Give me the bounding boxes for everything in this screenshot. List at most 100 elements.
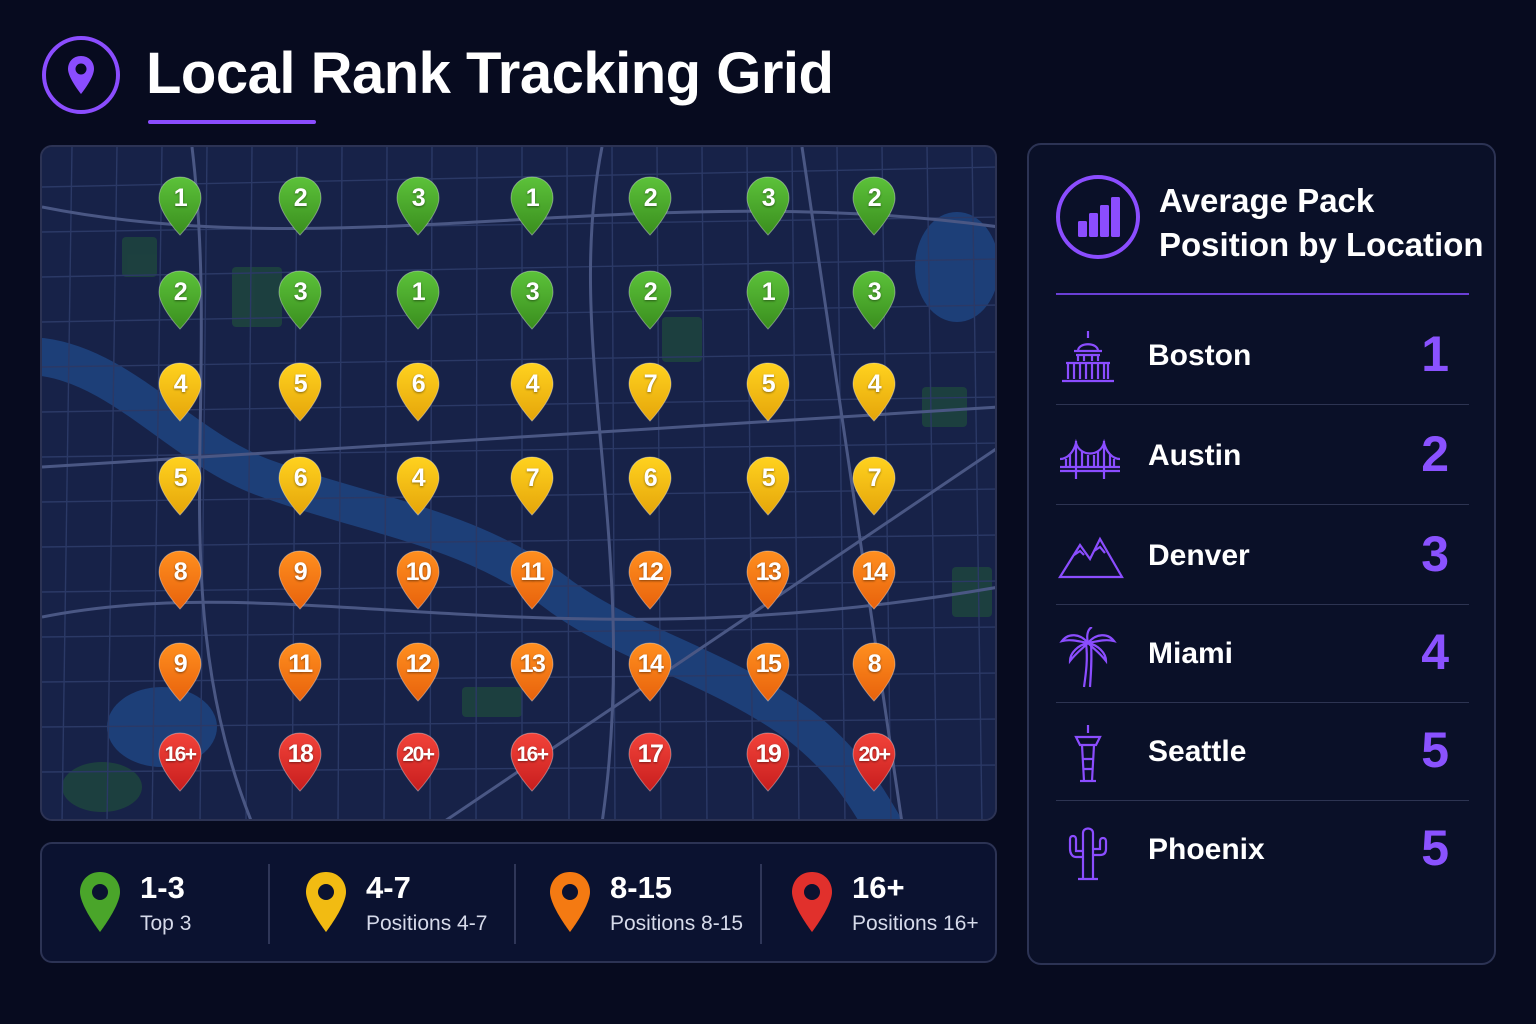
rank-pin[interactable]: 7 <box>851 455 897 517</box>
rank-pin[interactable]: 2 <box>851 175 897 237</box>
rank-pin[interactable]: 6 <box>395 361 441 423</box>
rank-pin[interactable]: 5 <box>745 455 791 517</box>
map-pin-icon <box>510 270 554 330</box>
rank-pin[interactable]: 17 <box>627 731 673 793</box>
rank-pin[interactable]: 3 <box>509 269 555 331</box>
rank-pin[interactable]: 2 <box>277 175 323 237</box>
row-divider <box>1056 404 1469 405</box>
rank-pin[interactable]: 11 <box>277 641 323 703</box>
rank-pin[interactable]: 19 <box>745 731 791 793</box>
rank-value: 6 <box>293 464 308 492</box>
map-pin-icon <box>158 362 202 422</box>
rank-pin[interactable]: 1 <box>745 269 791 331</box>
map-pin-icon <box>158 550 202 610</box>
rank-pin[interactable]: 12 <box>627 549 673 611</box>
rank-pin[interactable]: 5 <box>277 361 323 423</box>
rank-pin[interactable]: 9 <box>277 549 323 611</box>
rank-value: 1 <box>761 278 776 306</box>
rank-pin[interactable]: 13 <box>509 641 555 703</box>
rank-pin[interactable]: 3 <box>277 269 323 331</box>
rank-pin[interactable]: 8 <box>157 549 203 611</box>
rank-pin[interactable]: 14 <box>627 641 673 703</box>
average-position-panel: Average Pack Position by Location Boston… <box>1027 143 1496 965</box>
map-pin-icon <box>852 270 896 330</box>
map-pin-icon <box>852 456 896 516</box>
rank-pin[interactable]: 15 <box>745 641 791 703</box>
rank-pin[interactable]: 4 <box>851 361 897 423</box>
rank-pin[interactable]: 7 <box>509 455 555 517</box>
map-pin-icon <box>746 456 790 516</box>
rank-pin[interactable]: 20+ <box>851 731 897 793</box>
rank-grid-map[interactable]: 1 2 3 1 2 3 2 2 3 1 3 2 1 3 4 5 6 4 7 5 4 5 6 4 7 6 5 7 8 9 10 11 12 13 14… <box>40 145 997 821</box>
map-pin-icon <box>746 362 790 422</box>
rank-value: 4 <box>525 370 540 398</box>
rank-pin[interactable]: 13 <box>745 549 791 611</box>
rank-pin[interactable]: 10 <box>395 549 441 611</box>
rank-value: 5 <box>761 370 776 398</box>
rank-pin[interactable]: 4 <box>509 361 555 423</box>
map-pin-icon <box>396 642 440 702</box>
rank-pin[interactable]: 12 <box>395 641 441 703</box>
map-pin-icon <box>396 550 440 610</box>
location-row-denver[interactable]: Denver 3 <box>1056 507 1469 605</box>
location-row-boston[interactable]: Boston 1 <box>1056 307 1469 405</box>
rank-pin[interactable]: 1 <box>395 269 441 331</box>
map-pin-icon <box>510 176 554 236</box>
capitol-icon <box>1062 331 1114 383</box>
map-pin-icon <box>396 362 440 422</box>
legend-description: Top 3 <box>140 912 192 935</box>
rank-pin[interactable]: 9 <box>157 641 203 703</box>
rank-value: 9 <box>173 650 188 678</box>
rank-pin[interactable]: 6 <box>277 455 323 517</box>
map-pin-icon <box>746 550 790 610</box>
rank-pin[interactable]: 5 <box>157 455 203 517</box>
map-pin-icon <box>628 732 672 792</box>
map-pin-icon <box>746 270 790 330</box>
rank-value: 2 <box>643 184 658 212</box>
rank-pin[interactable]: 16+ <box>509 731 555 793</box>
rank-pin[interactable]: 11 <box>509 549 555 611</box>
rank-pin[interactable]: 20+ <box>395 731 441 793</box>
palm-tree-icon <box>1059 627 1117 688</box>
map-pin-icon <box>158 456 202 516</box>
page-header: Local Rank Tracking Grid <box>42 34 942 124</box>
yellow-pin-icon <box>306 872 346 932</box>
rank-pin[interactable]: 18 <box>277 731 323 793</box>
map-pin-icon <box>852 176 896 236</box>
rank-pin[interactable]: 14 <box>851 549 897 611</box>
map-pin-icon <box>852 732 896 792</box>
rank-value: 3 <box>525 278 540 306</box>
red-pin-icon <box>792 872 832 932</box>
rank-pin[interactable]: 3 <box>851 269 897 331</box>
map-pin-icon <box>278 362 322 422</box>
rank-pin[interactable]: 3 <box>745 175 791 237</box>
rank-pin[interactable]: 16+ <box>157 731 203 793</box>
rank-value: 1 <box>525 184 540 212</box>
rank-pin[interactable]: 2 <box>627 175 673 237</box>
rank-value: 16+ <box>164 743 197 766</box>
location-row-austin[interactable]: Austin 2 <box>1056 407 1469 505</box>
location-row-miami[interactable]: Miami 4 <box>1056 605 1469 703</box>
rank-pin[interactable]: 5 <box>745 361 791 423</box>
rank-pin[interactable]: 8 <box>851 641 897 703</box>
rank-pin[interactable]: 6 <box>627 455 673 517</box>
location-row-phoenix[interactable]: Phoenix 5 <box>1056 801 1469 899</box>
rank-pin[interactable]: 4 <box>395 455 441 517</box>
map-pin-icon <box>278 550 322 610</box>
map-pin-icon <box>628 642 672 702</box>
rank-pin[interactable]: 2 <box>157 269 203 331</box>
location-row-seattle[interactable]: Seattle 5 <box>1056 703 1469 801</box>
map-pin-icon <box>628 456 672 516</box>
rank-pin[interactable]: 7 <box>627 361 673 423</box>
rank-value: 15 <box>755 650 782 678</box>
rank-pin[interactable]: 1 <box>157 175 203 237</box>
city-map-background <box>42 147 995 819</box>
rank-pin[interactable]: 4 <box>157 361 203 423</box>
map-pin-icon <box>852 362 896 422</box>
location-position: 5 <box>1421 722 1449 778</box>
rank-value: 2 <box>293 184 308 212</box>
rank-pin[interactable]: 2 <box>627 269 673 331</box>
rank-pin[interactable]: 1 <box>509 175 555 237</box>
rank-pin[interactable]: 3 <box>395 175 441 237</box>
map-pin-icon <box>628 176 672 236</box>
